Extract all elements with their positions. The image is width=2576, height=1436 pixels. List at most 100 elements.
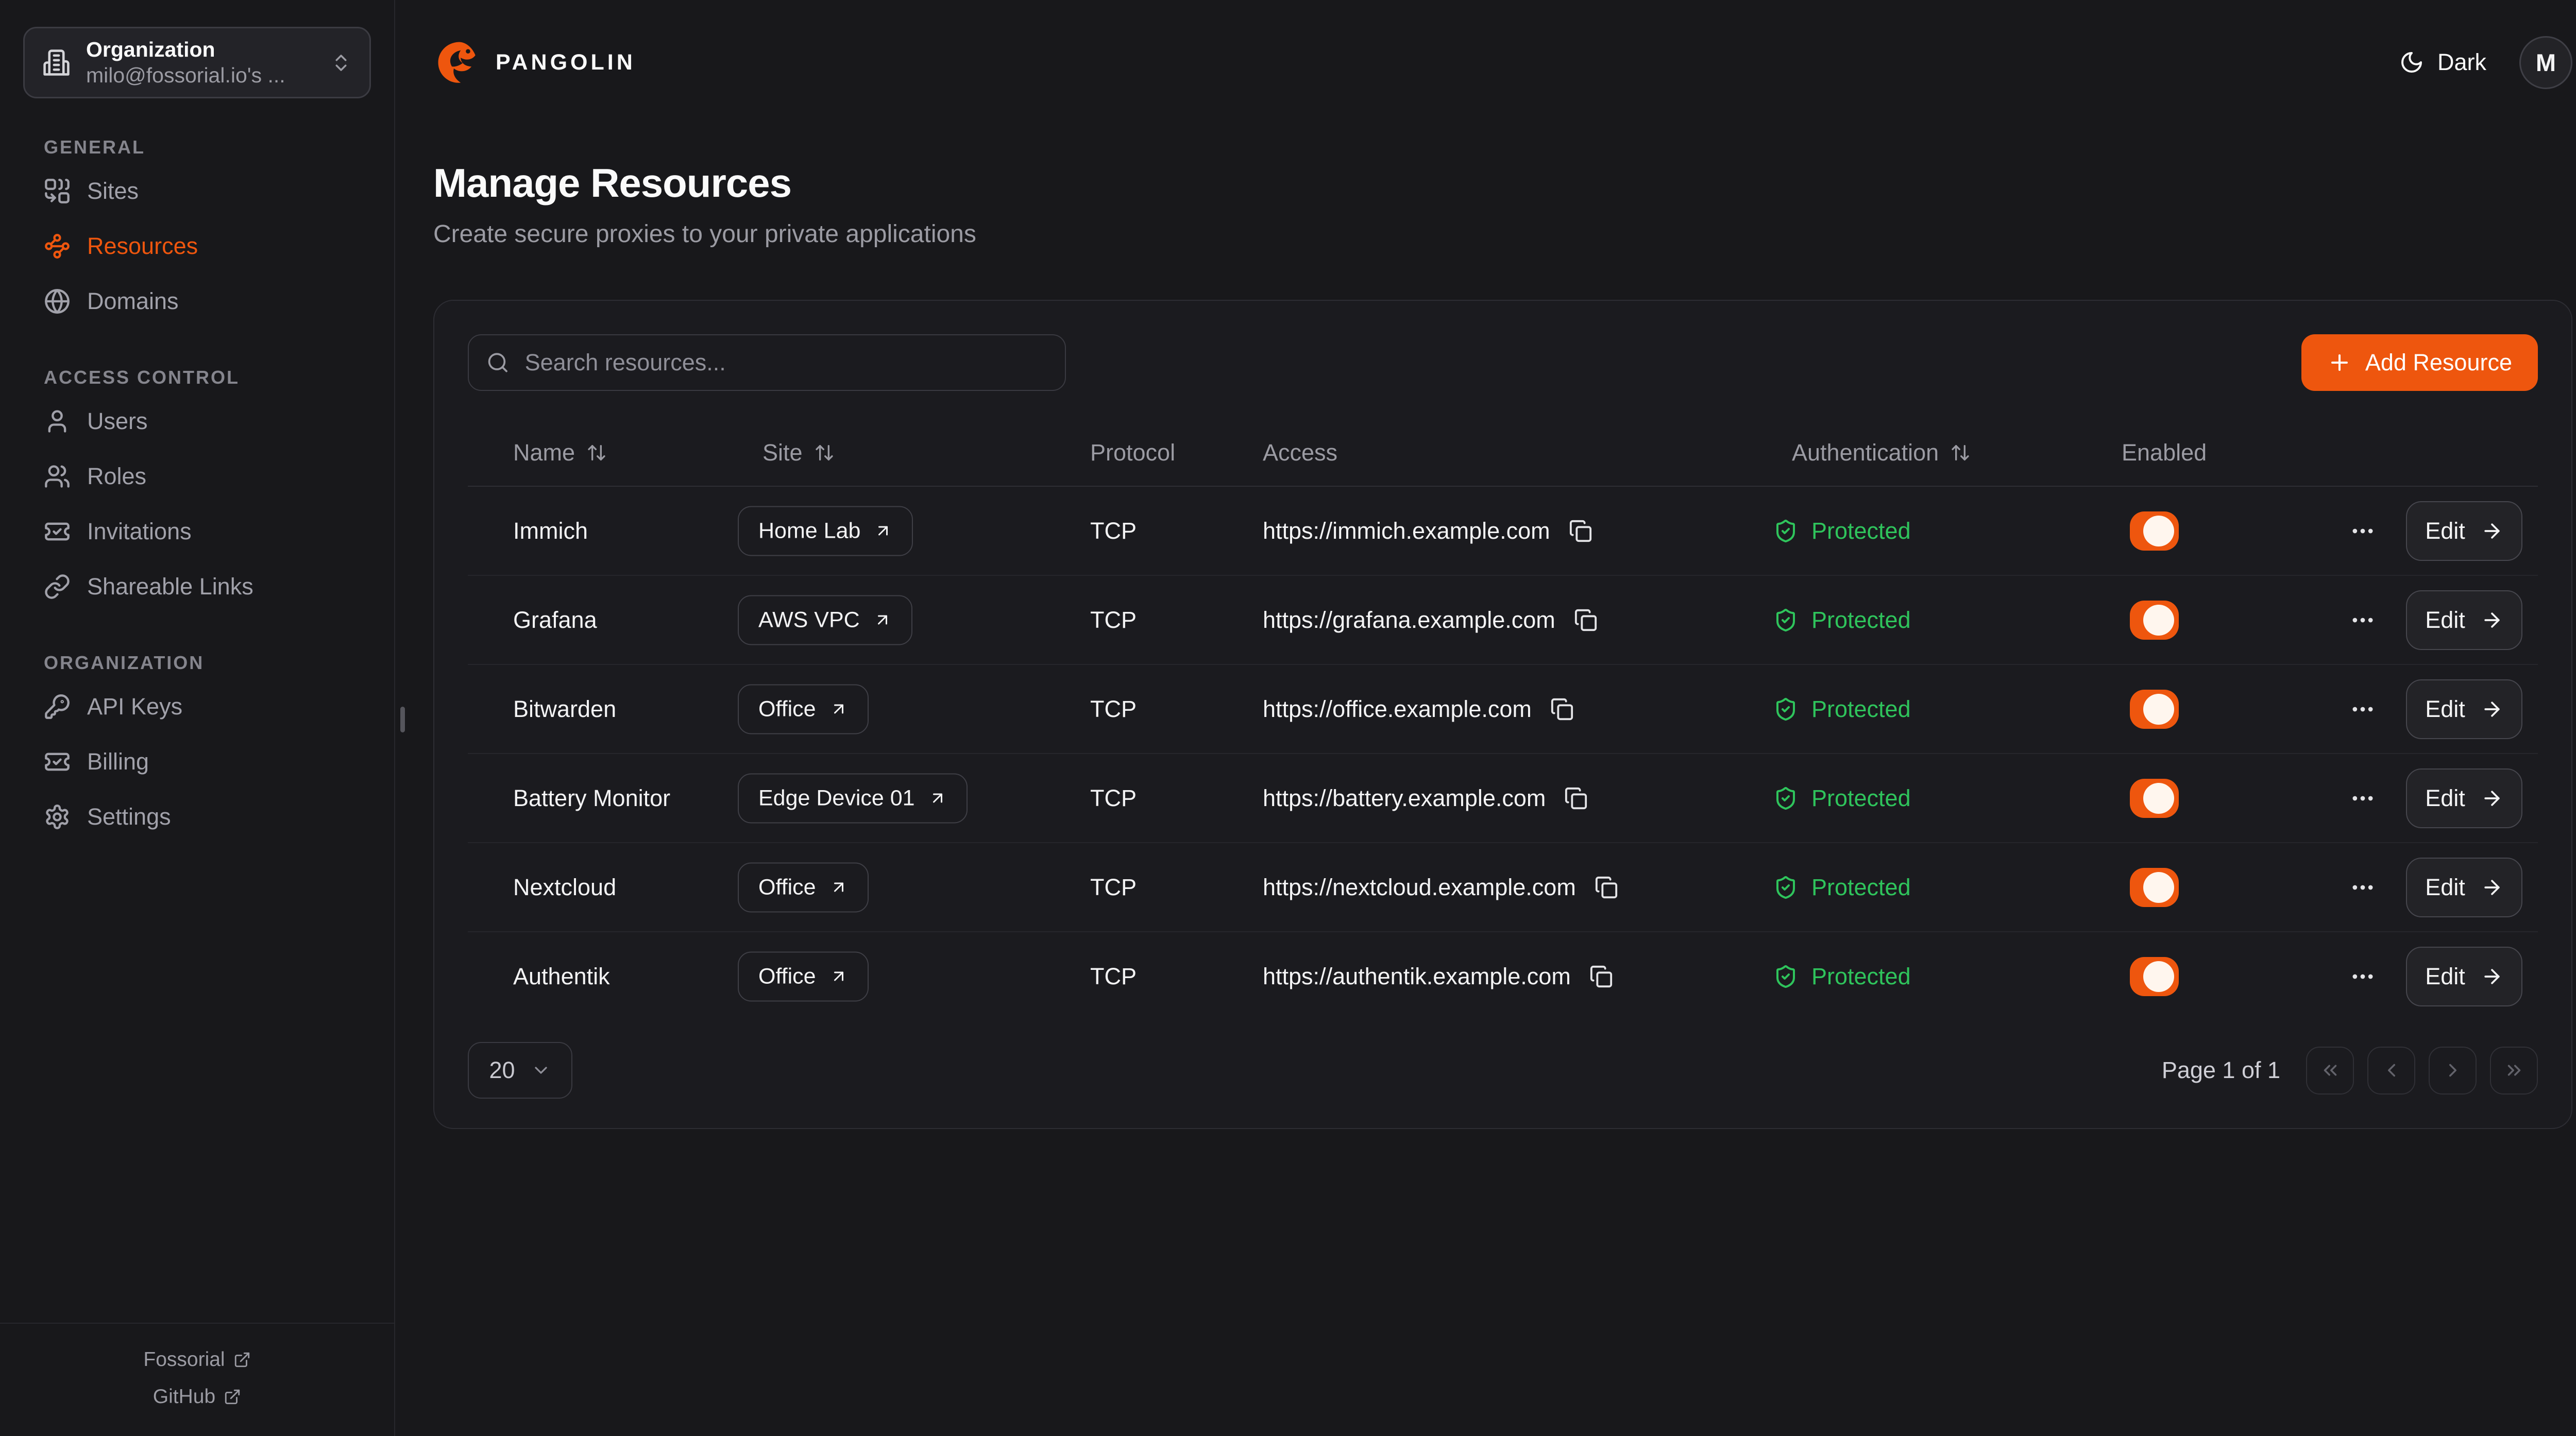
copy-url-button[interactable]	[1564, 787, 1588, 810]
toggle-knob	[2143, 515, 2174, 546]
page-title: Manage Resources	[433, 160, 792, 206]
copy-url-button[interactable]	[1589, 965, 1613, 988]
org-selector-label: Organization	[86, 38, 215, 62]
shield-check-icon	[1776, 697, 1795, 721]
enabled-toggle[interactable]	[2130, 511, 2179, 551]
enabled-toggle[interactable]	[2130, 956, 2179, 996]
edit-cell: Edit	[2406, 679, 2522, 739]
sidebar-item-users[interactable]: Users	[23, 394, 371, 449]
copy-icon	[1569, 520, 1591, 542]
next-page-button[interactable]	[2429, 1046, 2477, 1095]
sidebar-item-sites[interactable]: Sites	[23, 163, 371, 218]
row-actions-menu-button[interactable]	[2344, 512, 2381, 550]
site-name: AWS VPC	[758, 607, 860, 632]
sidebar-item-label: Settings	[87, 803, 171, 830]
theme-toggle[interactable]: Dark	[2399, 49, 2486, 76]
site-cell: Office	[738, 951, 869, 1001]
edit-cell: Edit	[2406, 768, 2522, 828]
last-page-button[interactable]	[2490, 1046, 2538, 1095]
row-actions-menu-button[interactable]	[2344, 780, 2381, 817]
row-menu-cell	[2344, 780, 2381, 817]
protocol-value: TCP	[1090, 963, 1137, 989]
sidebar-item-label: API Keys	[87, 693, 183, 720]
row-actions-menu-button[interactable]	[2344, 958, 2381, 995]
previous-page-button[interactable]	[2367, 1046, 2415, 1095]
protocol-value: TCP	[1090, 606, 1137, 633]
site-link-button[interactable]: Edge Device 01	[738, 773, 968, 823]
fossorial-link[interactable]: Fossorial	[0, 1341, 394, 1378]
row-actions-menu-button[interactable]	[2344, 602, 2381, 639]
edit-button[interactable]: Edit	[2406, 501, 2522, 561]
row-actions-menu-button[interactable]	[2344, 869, 2381, 906]
arrow-up-right-icon	[834, 882, 843, 892]
arrow-up-right-icon	[834, 971, 843, 981]
column-label: Name	[513, 439, 575, 466]
sidebar-item-api-keys[interactable]: API Keys	[23, 679, 371, 734]
page-size-select[interactable]: 20	[468, 1042, 572, 1099]
site-link-button[interactable]: Office	[738, 951, 869, 1001]
sidebar-resize-handle[interactable]	[400, 707, 405, 732]
site-link-button[interactable]: Home Lab	[738, 506, 913, 556]
edit-button[interactable]: Edit	[2406, 590, 2522, 650]
sidebar: Organization milo@fossorial.io's ... GEN…	[0, 0, 395, 1436]
github-link-label: GitHub	[152, 1386, 216, 1408]
row-menu-cell	[2344, 691, 2381, 728]
moon-icon	[2401, 52, 2422, 73]
org-selector-text: Organization milo@fossorial.io's ...	[86, 37, 315, 88]
site-cell: Office	[738, 862, 869, 912]
enabled-cell	[2130, 600, 2179, 640]
access-cell: https://grafana.example.com	[1263, 607, 1598, 634]
org-selector[interactable]: Organization milo@fossorial.io's ...	[23, 27, 371, 98]
copy-url-button[interactable]	[1595, 876, 1618, 899]
edit-button[interactable]: Edit	[2406, 857, 2522, 917]
sidebar-item-resources[interactable]: Resources	[23, 218, 371, 273]
resources-table: Name Site Protocol Access Authenticati	[468, 419, 2538, 1020]
shield-check-icon	[1776, 965, 1795, 988]
protocol-value: TCP	[1090, 517, 1137, 544]
sidebar-item-shareable-links[interactable]: Shareable Links	[23, 559, 371, 614]
github-link[interactable]: GitHub	[0, 1378, 394, 1415]
copy-url-button[interactable]	[1574, 608, 1598, 632]
column-header-authentication[interactable]: Authentication	[1792, 439, 1971, 466]
sidebar-item-roles[interactable]: Roles	[23, 449, 371, 504]
edit-cell: Edit	[2406, 946, 2522, 1006]
row-actions-menu-button[interactable]	[2344, 691, 2381, 728]
pangolin-logo[interactable]: .lf{fill:#ee560e}.ld{fill:#18181b} PANGO…	[433, 38, 636, 87]
first-page-button[interactable]	[2306, 1046, 2354, 1095]
sidebar-item-label: Invitations	[87, 518, 192, 544]
edit-button[interactable]: Edit	[2406, 768, 2522, 828]
copy-url-button[interactable]	[1569, 519, 1592, 543]
sidebar-item-label: Roles	[87, 463, 147, 489]
arrow-right-icon	[2484, 612, 2500, 628]
sidebar-item-billing[interactable]: Billing	[23, 734, 371, 789]
copy-url-button[interactable]	[1550, 697, 1574, 721]
sidebar-item-domains[interactable]: Domains	[23, 273, 371, 329]
theme-toggle-label: Dark	[2437, 49, 2486, 75]
site-name: Office	[758, 696, 816, 721]
enabled-toggle[interactable]	[2130, 778, 2179, 818]
column-header-name[interactable]: Name	[513, 439, 607, 466]
column-label: Access	[1263, 439, 1338, 466]
authentication-badge: Protected	[1773, 518, 1911, 544]
enabled-toggle[interactable]	[2130, 867, 2179, 907]
arrow-up-right-icon	[933, 793, 942, 803]
edit-button[interactable]: Edit	[2406, 946, 2522, 1006]
column-header-access: Access	[1263, 439, 1337, 466]
add-resource-button[interactable]: Add Resource	[2301, 334, 2538, 391]
sidebar-item-invitations[interactable]: Invitations	[23, 504, 371, 559]
site-link-button[interactable]: Office	[738, 684, 869, 734]
protocol-value: TCP	[1090, 874, 1137, 900]
edit-cell: Edit	[2406, 501, 2522, 561]
enabled-toggle[interactable]	[2130, 600, 2179, 640]
sidebar-item-settings[interactable]: Settings	[23, 789, 371, 844]
site-link-button[interactable]: AWS VPC	[738, 595, 912, 645]
search-input[interactable]	[523, 349, 1047, 377]
edit-button[interactable]: Edit	[2406, 679, 2522, 739]
shield-check-icon	[1776, 519, 1795, 542]
enabled-toggle[interactable]	[2130, 689, 2179, 729]
nav-section-organization: ORGANIZATION	[44, 652, 205, 673]
avatar[interactable]: M	[2519, 36, 2572, 89]
column-header-site[interactable]: Site	[762, 439, 835, 466]
site-link-button[interactable]: Office	[738, 862, 869, 912]
sidebar-footer: Fossorial GitHub	[0, 1323, 394, 1436]
